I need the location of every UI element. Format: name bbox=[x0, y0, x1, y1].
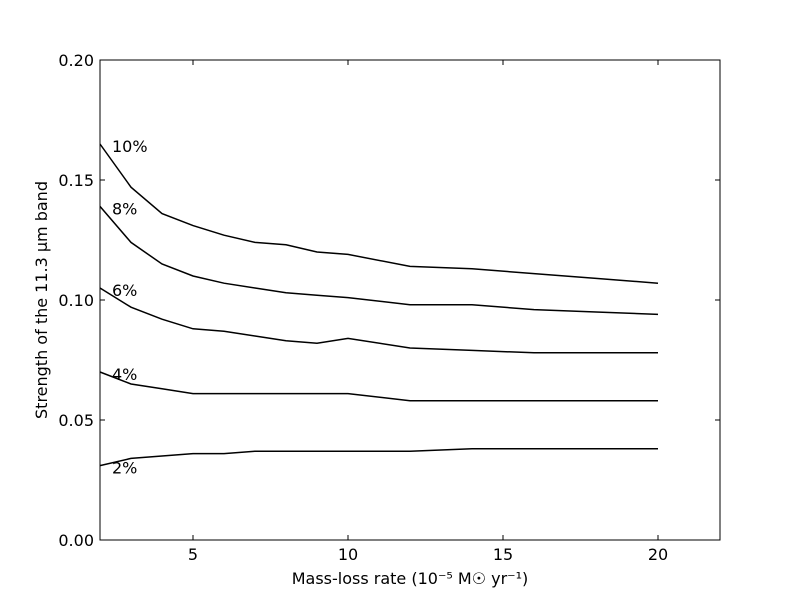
series-label-4pct: 4% bbox=[112, 365, 137, 384]
x-axis-label: Mass-loss rate (10⁻⁵ M☉ yr⁻¹) bbox=[292, 569, 529, 588]
series-label-2pct: 2% bbox=[112, 459, 137, 478]
x-tick-label: 20 bbox=[648, 545, 668, 564]
y-axis-label: Strength of the 11.3 μm band bbox=[32, 181, 51, 419]
series-label-8pct: 8% bbox=[112, 199, 137, 218]
x-tick-label: 15 bbox=[493, 545, 513, 564]
plot-frame bbox=[99, 59, 721, 541]
series-line-2pct bbox=[99, 448, 658, 467]
y-tick-label: 0.00 bbox=[58, 531, 94, 550]
y-tick-label: 0.20 bbox=[58, 51, 94, 70]
x-tick-label: 10 bbox=[338, 545, 358, 564]
series-line-6pct bbox=[99, 287, 658, 354]
y-axis-ticks: 0.00 0.05 0.10 0.15 0.20 bbox=[58, 51, 720, 550]
series-line-8pct bbox=[99, 205, 659, 316]
x-tick-label: 5 bbox=[188, 545, 198, 564]
series-labels: 10% 8% 6% 4% 2% bbox=[112, 137, 148, 478]
series-label-10pct: 10% bbox=[112, 137, 148, 156]
series-line-10pct bbox=[99, 143, 659, 284]
plot-area bbox=[99, 59, 721, 541]
y-tick-label: 0.05 bbox=[58, 411, 94, 430]
series-line-4pct bbox=[99, 371, 658, 402]
y-tick-label: 0.15 bbox=[58, 171, 94, 190]
x-axis-ticks: 5 10 15 20 bbox=[188, 60, 668, 564]
series-group bbox=[99, 143, 659, 467]
y-tick-label: 0.10 bbox=[58, 291, 94, 310]
series-label-6pct: 6% bbox=[112, 281, 137, 300]
